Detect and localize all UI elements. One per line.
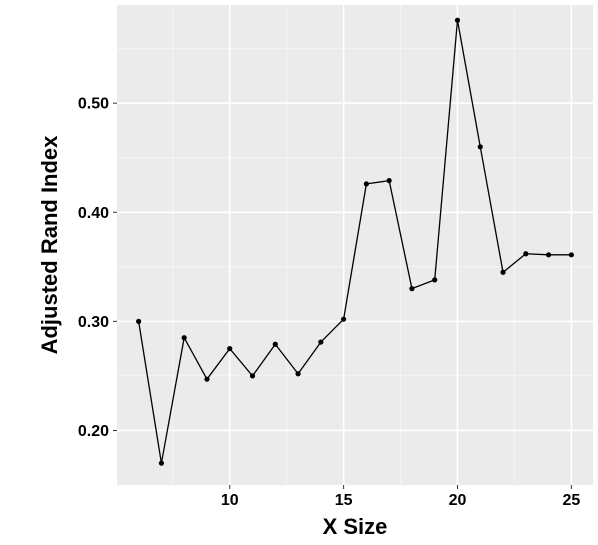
data-point xyxy=(363,181,369,187)
data-point xyxy=(181,335,187,341)
data-point xyxy=(341,316,347,322)
data-point xyxy=(386,178,392,184)
data-point xyxy=(318,339,324,345)
series-line-segment xyxy=(137,321,163,464)
series-line-segment xyxy=(251,343,276,377)
series-line-segment xyxy=(229,348,254,377)
x-tick-label: 15 xyxy=(335,492,353,509)
series-line-segment xyxy=(456,20,481,147)
series-line-segment xyxy=(342,183,368,320)
x-tick-label: 25 xyxy=(562,492,580,509)
series-points xyxy=(136,17,574,466)
data-point xyxy=(432,277,438,283)
major-gridlines xyxy=(117,5,593,485)
x-axis-ticks: 10 15 20 25 xyxy=(221,485,580,509)
series-line-segment xyxy=(502,253,527,273)
data-point xyxy=(295,371,301,377)
data-point xyxy=(568,252,574,258)
y-tick-label: 0.20 xyxy=(78,423,109,440)
y-tick-label: 0.30 xyxy=(78,314,109,331)
plot-panel xyxy=(117,5,593,485)
y-tick-label: 0.50 xyxy=(78,96,109,113)
data-point xyxy=(158,460,165,466)
x-tick-label: 10 xyxy=(221,492,239,509)
series-line-segment xyxy=(160,337,185,464)
data-point xyxy=(227,346,233,352)
y-axis-ticks: 0.20 0.30 0.40 0.50 xyxy=(78,96,117,440)
data-point xyxy=(477,144,483,150)
data-point xyxy=(136,318,142,324)
data-point xyxy=(409,286,415,292)
data-point xyxy=(500,269,506,275)
series-line-segment xyxy=(206,348,231,380)
minor-gridlines xyxy=(117,5,593,486)
y-axis-title: Adjusted Rand Index xyxy=(37,135,62,355)
series-line-segment xyxy=(366,179,390,185)
series-line-segment xyxy=(274,343,299,375)
series-line-segment xyxy=(388,180,413,289)
data-point xyxy=(523,251,529,257)
data-point xyxy=(545,252,552,258)
data-point xyxy=(454,17,461,23)
series-line-segment xyxy=(297,341,322,375)
series-lines xyxy=(137,20,572,464)
series-line-segment xyxy=(320,318,345,343)
series-line-segment xyxy=(479,146,504,273)
series-line-segment xyxy=(434,20,459,280)
series-line-segment xyxy=(183,337,208,380)
data-point xyxy=(272,341,278,347)
data-point xyxy=(249,373,256,379)
series-line-segment xyxy=(411,279,435,290)
series-line-segment xyxy=(525,253,549,256)
y-tick-label: 0.40 xyxy=(78,205,109,222)
data-point xyxy=(204,376,210,382)
x-axis-title: X Size xyxy=(323,514,388,539)
x-tick-label: 20 xyxy=(449,492,467,509)
